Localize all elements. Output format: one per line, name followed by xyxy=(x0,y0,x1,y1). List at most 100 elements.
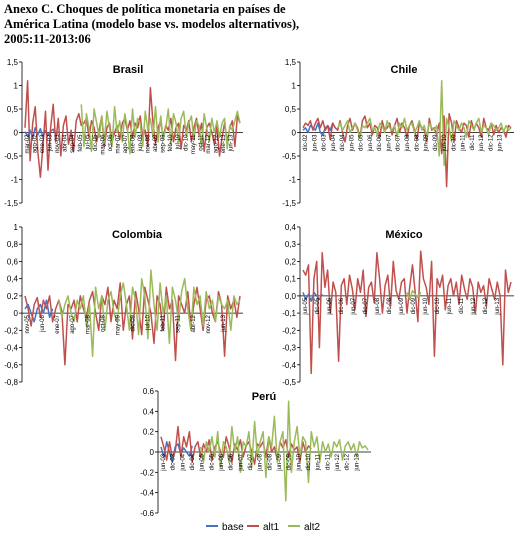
x-tick-label: jun-06 xyxy=(327,297,333,315)
series-line-alt2 xyxy=(80,104,241,155)
x-tick-label: abr-04 xyxy=(63,134,69,152)
y-tick-label: -1,5 xyxy=(4,199,18,208)
x-tick-label: feb-10 xyxy=(168,134,174,152)
x-tick-label: may-09 xyxy=(115,314,121,335)
x-tick-label: jun-11 xyxy=(447,297,453,315)
y-tick-label: -1 xyxy=(11,176,19,185)
x-tick-label: jun-11 xyxy=(316,453,322,471)
legend-label-alt1: alt1 xyxy=(263,522,280,533)
y-tick-label: 0,2 xyxy=(285,257,297,266)
series-line-alt2 xyxy=(199,400,369,502)
chart-title-colombia: Colombia xyxy=(112,229,163,241)
x-tick-label: dic-05 xyxy=(359,134,365,151)
x-tick-label: dic-09 xyxy=(411,297,417,314)
x-tick-label: jun-13 xyxy=(354,453,360,471)
y-tick-label: 0 xyxy=(150,448,155,457)
y-tick-label: -0,2 xyxy=(282,326,296,335)
x-tick-label: jun-03 xyxy=(48,134,54,152)
y-tick-label: 1,5 xyxy=(285,58,297,67)
x-tick-label: ene-07 xyxy=(55,314,61,333)
figure-title-line-3: 2005:11-2013:06 xyxy=(4,32,91,46)
x-tick-label: dic-05 xyxy=(93,134,99,151)
chart-title-chile: Chile xyxy=(391,64,418,76)
x-tick-label: jun-13 xyxy=(495,297,501,315)
y-tick-label: 0,8 xyxy=(7,240,19,249)
y-tick-label: -0,5 xyxy=(282,378,296,387)
figure-title: Anexo C. Choques de política monetaria e… xyxy=(4,2,519,47)
y-tick-label: -0.6 xyxy=(140,509,154,518)
x-tick-label: dic-03 xyxy=(171,453,177,470)
x-tick-label: ene-08 xyxy=(131,134,137,153)
x-tick-label: dic-03 xyxy=(322,134,328,151)
x-tick-label: may-06 xyxy=(100,134,106,155)
y-tick-label: 0,5 xyxy=(285,105,297,114)
x-tick-label: ene-13 xyxy=(221,134,227,153)
y-tick-label: -1 xyxy=(289,176,297,185)
legend-label-base: base xyxy=(222,522,244,533)
x-tick-label: dic-05 xyxy=(209,453,215,470)
x-tick-label: mar-07 xyxy=(115,134,121,154)
x-tick-label: jun-12 xyxy=(479,134,485,152)
series-line-base xyxy=(302,291,323,302)
series-line-alt2 xyxy=(406,289,422,301)
x-tick-label: dic-08 xyxy=(387,297,393,314)
x-tick-label: dic-12 xyxy=(345,453,351,470)
x-tick-label: jun-08 xyxy=(375,297,381,315)
x-tick-label: nov-05 xyxy=(25,314,31,333)
x-tick-label: jun-03 xyxy=(312,134,318,152)
y-tick-label: -0,1 xyxy=(282,309,296,318)
x-tick-label: feb-11 xyxy=(161,314,167,331)
x-tick-label: jun-09 xyxy=(277,453,283,471)
y-tick-label: 1,5 xyxy=(7,58,19,67)
x-tick-label: may-11 xyxy=(191,134,197,154)
x-tick-label: jun-06 xyxy=(368,134,374,152)
x-tick-label: oct-11 xyxy=(198,134,204,151)
chart-title-peru: Perú xyxy=(252,391,276,403)
x-tick-label: jun-08 xyxy=(138,134,144,152)
y-tick-label: -0,5 xyxy=(4,152,18,161)
y-tick-label: 1 xyxy=(14,223,19,232)
x-tick-label: dic-04 xyxy=(190,453,196,470)
y-tick-label: -0,5 xyxy=(282,152,296,161)
y-tick-label: 0 xyxy=(292,129,297,138)
x-tick-label: dic-08 xyxy=(267,453,273,470)
x-tick-label: dic-10 xyxy=(435,297,441,314)
x-tick-label: jul-10 xyxy=(176,134,182,150)
x-tick-label: ago-02 xyxy=(33,134,39,153)
x-tick-label: jun-07 xyxy=(238,453,244,471)
x-tick-label: jun-10 xyxy=(442,134,448,152)
x-tick-label: dic-10 xyxy=(306,453,312,470)
y-tick-label: 0,5 xyxy=(7,105,19,114)
chart-title-mexico: México xyxy=(385,229,423,241)
x-tick-label: dic-09 xyxy=(433,134,439,151)
x-tick-label: mar-08 xyxy=(85,314,91,334)
x-tick-label: jun-08 xyxy=(258,453,264,471)
x-tick-label: jun-07 xyxy=(387,134,393,152)
x-tick-label: dic-08 xyxy=(414,134,420,151)
x-tick-label: jun-13 xyxy=(229,134,235,152)
x-tick-label: dic-05 xyxy=(315,297,321,314)
legend-label-alt2: alt2 xyxy=(304,522,321,533)
x-tick-label: jun-08 xyxy=(405,134,411,152)
y-tick-label: -0,2 xyxy=(4,326,18,335)
x-tick-label: jun-10 xyxy=(423,297,429,315)
x-tick-label: oct-08 xyxy=(100,314,106,331)
y-tick-label: -0.2 xyxy=(140,468,154,477)
x-tick-label: jun-05 xyxy=(200,453,206,471)
x-tick-label: dic-11 xyxy=(470,134,476,151)
x-tick-label: jun-12 xyxy=(471,297,477,315)
x-tick-label: ago-07 xyxy=(123,134,129,153)
x-tick-label: mar-12 xyxy=(206,134,212,154)
x-tick-label: jun-06 xyxy=(40,314,46,332)
y-tick-label: -0,8 xyxy=(4,378,18,387)
x-tick-label: dic-06 xyxy=(377,134,383,151)
y-tick-label: 0.4 xyxy=(143,407,155,416)
x-tick-label: jun-05 xyxy=(303,297,309,315)
y-tick-label: 0.2 xyxy=(143,428,155,437)
chart-title-brasil: Brasil xyxy=(113,64,144,76)
x-tick-label: sep-11 xyxy=(176,314,182,333)
y-tick-label: 0 xyxy=(14,309,19,318)
y-tick-label: 0,4 xyxy=(285,223,297,232)
x-tick-label: ago-12 xyxy=(213,134,219,153)
